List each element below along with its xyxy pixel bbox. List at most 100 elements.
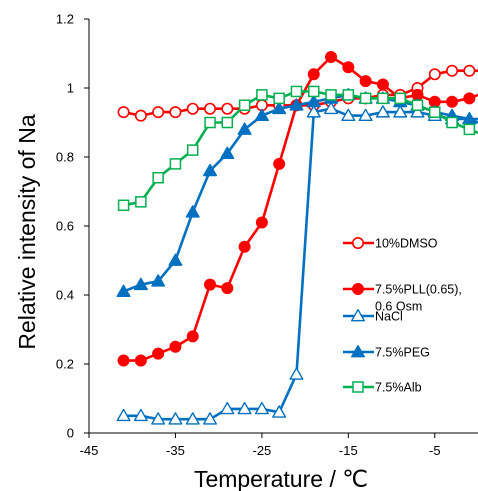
data-point [463, 92, 476, 105]
data-point [375, 105, 390, 118]
data-point [273, 157, 286, 170]
data-point [410, 105, 425, 118]
data-point [237, 122, 252, 135]
data-point [117, 199, 130, 212]
data-point [221, 102, 234, 115]
data-point [325, 89, 337, 101]
data-point [117, 106, 130, 119]
data-point [308, 85, 320, 98]
legend-label: 10%DMSO [375, 237, 438, 251]
data-point [307, 68, 320, 81]
data-point [117, 354, 130, 367]
data-point [204, 102, 217, 115]
data-point [324, 101, 339, 115]
data-point [256, 89, 268, 101]
x-tick-label: -15 [339, 443, 358, 458]
data-point [151, 274, 166, 287]
legend-label: 7.5%PLL(0.65), [375, 283, 462, 297]
data-point [152, 347, 165, 360]
data-point [342, 89, 355, 101]
data-point [204, 278, 217, 291]
data-point [342, 61, 355, 74]
series-line [123, 90, 478, 207]
data-point [463, 64, 476, 77]
legend-marker [351, 282, 364, 295]
x-tick-label: -25 [252, 443, 271, 458]
data-point [359, 92, 372, 105]
legend-item: 7.5%Alb [343, 381, 422, 395]
data-point [185, 205, 200, 218]
data-point [254, 401, 269, 415]
data-point [221, 282, 234, 295]
data-point [152, 106, 165, 119]
x-tick-label: -35 [166, 443, 185, 458]
legend-item: 10%DMSO [343, 237, 438, 251]
y-tick-label: 0.8 [56, 150, 74, 165]
data-point [133, 408, 148, 422]
y-tick-label: 0.4 [56, 288, 74, 303]
data-point [238, 240, 251, 253]
legend-marker [352, 381, 364, 393]
data-point [254, 108, 269, 122]
legend-label: 7.5%PEG [375, 346, 430, 360]
data-point [221, 116, 234, 129]
data-point [289, 367, 304, 380]
y-tick-label: 0.6 [56, 219, 74, 234]
legend-marker [351, 237, 364, 250]
data-point [169, 340, 182, 353]
data-point [169, 158, 182, 170]
x-tick-label: -5 [429, 443, 441, 458]
data-point [134, 109, 147, 122]
legend-item: NaCl [343, 309, 403, 324]
data-point [151, 412, 166, 425]
data-point [393, 105, 408, 118]
series-2 [116, 101, 478, 425]
series-layer [116, 50, 478, 425]
data-point [428, 68, 441, 81]
data-point [272, 101, 287, 115]
data-point [306, 94, 321, 108]
y-tick-label: 1 [67, 81, 74, 96]
series-3 [116, 87, 478, 297]
data-point [203, 412, 218, 425]
data-point [306, 105, 321, 118]
legend-item: 7.5%PEG [343, 345, 430, 360]
data-point [411, 99, 424, 111]
data-point [186, 330, 199, 343]
data-point [341, 108, 356, 122]
y-axis-title: Relative intensity of Na [14, 114, 40, 349]
legend-label: NaCl [375, 310, 403, 324]
data-point [116, 284, 131, 297]
data-point [168, 412, 183, 425]
legend-label: 7.5%Alb [375, 381, 422, 395]
series-1 [117, 50, 478, 367]
data-point [152, 171, 164, 184]
series-4 [117, 85, 478, 212]
data-point [255, 216, 268, 229]
legend-label: 0.6 Osm [375, 300, 422, 314]
x-axis-title: Temperature / ℃ [194, 466, 368, 491]
data-point [203, 163, 218, 177]
data-point [272, 405, 287, 418]
data-point [169, 106, 182, 119]
legend-item: 7.5%PLL(0.65), 0.6 Osm [343, 283, 462, 314]
data-point [204, 116, 216, 129]
legend-marker [351, 309, 365, 322]
data-point [463, 123, 476, 136]
series-line [123, 107, 478, 421]
data-point [377, 92, 389, 105]
data-point [133, 277, 148, 291]
y-tick-label: 0.2 [56, 357, 74, 372]
data-point [325, 50, 338, 63]
y-tick-label: 1.2 [56, 12, 74, 27]
data-point [220, 401, 235, 415]
axes-layer: 0 0.2 0.4 0.6 0.8 1 1.2 -45 -35 -25 -15 -5 [56, 12, 478, 458]
series-line [123, 69, 478, 117]
data-point [446, 64, 459, 77]
data-point [376, 78, 389, 91]
data-point [168, 253, 183, 266]
data-point [446, 95, 459, 108]
data-point [289, 98, 304, 111]
data-point [394, 92, 406, 105]
